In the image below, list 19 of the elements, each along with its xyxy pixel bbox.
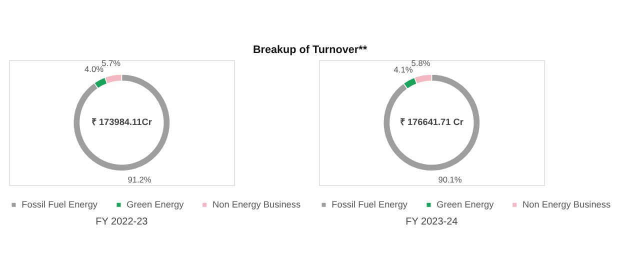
data-label: 90.1%: [438, 174, 462, 184]
text: FY 2023-24: [406, 216, 458, 228]
legend-label: Green Energy: [126, 199, 184, 210]
data-label: 91.2%: [128, 174, 152, 184]
legend-label: Non Energy Business: [212, 199, 301, 210]
legend-label: Non Energy Business: [522, 199, 611, 210]
text: ₹ 176641.71 Cr: [400, 117, 464, 128]
chart-title: Breakup of Turnover**: [252, 44, 368, 56]
data-label: 4.1%: [394, 64, 414, 74]
legend-label: Green Energy: [436, 199, 494, 210]
data-label: 4.0%: [84, 64, 104, 74]
data-label: 5.7%: [102, 58, 122, 68]
donut-slice: [73, 74, 170, 172]
donut-slice: [382, 74, 480, 172]
legend-label: Fossil Fuel Energy: [22, 199, 98, 210]
text: FY 2022-23: [96, 216, 148, 228]
data-label: 5.8%: [411, 58, 431, 68]
legend-label: Fossil Fuel Energy: [332, 199, 408, 210]
text: ₹ 173984.11Cr: [91, 117, 152, 128]
